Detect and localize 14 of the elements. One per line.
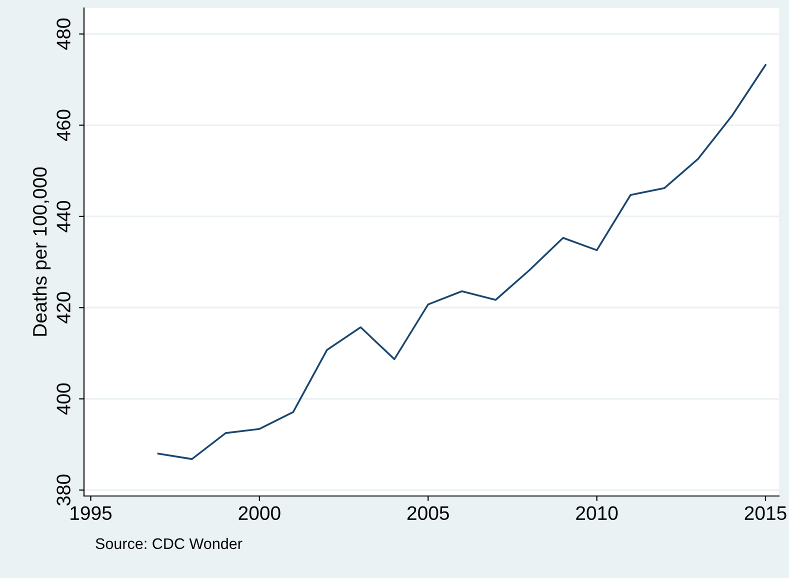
x-tick-label: 1995	[70, 506, 112, 520]
y-tick-label: 480	[56, 18, 70, 50]
y-tick-label: 380	[56, 474, 70, 506]
y-tick-label: 420	[56, 292, 70, 324]
x-tick-label: 2000	[238, 506, 280, 520]
y-tick-label: 400	[56, 383, 70, 415]
y-tick-label: 440	[56, 200, 70, 232]
y-axis-title: Deaths per 100,000	[32, 167, 51, 336]
line-series	[157, 64, 766, 460]
y-tick-label: 460	[56, 110, 70, 141]
source-note: Source: CDC Wonder	[96, 538, 242, 550]
x-tick-label: 2015	[744, 506, 786, 520]
x-tick-label: 2010	[576, 506, 618, 520]
x-tick-label: 2005	[407, 506, 449, 520]
